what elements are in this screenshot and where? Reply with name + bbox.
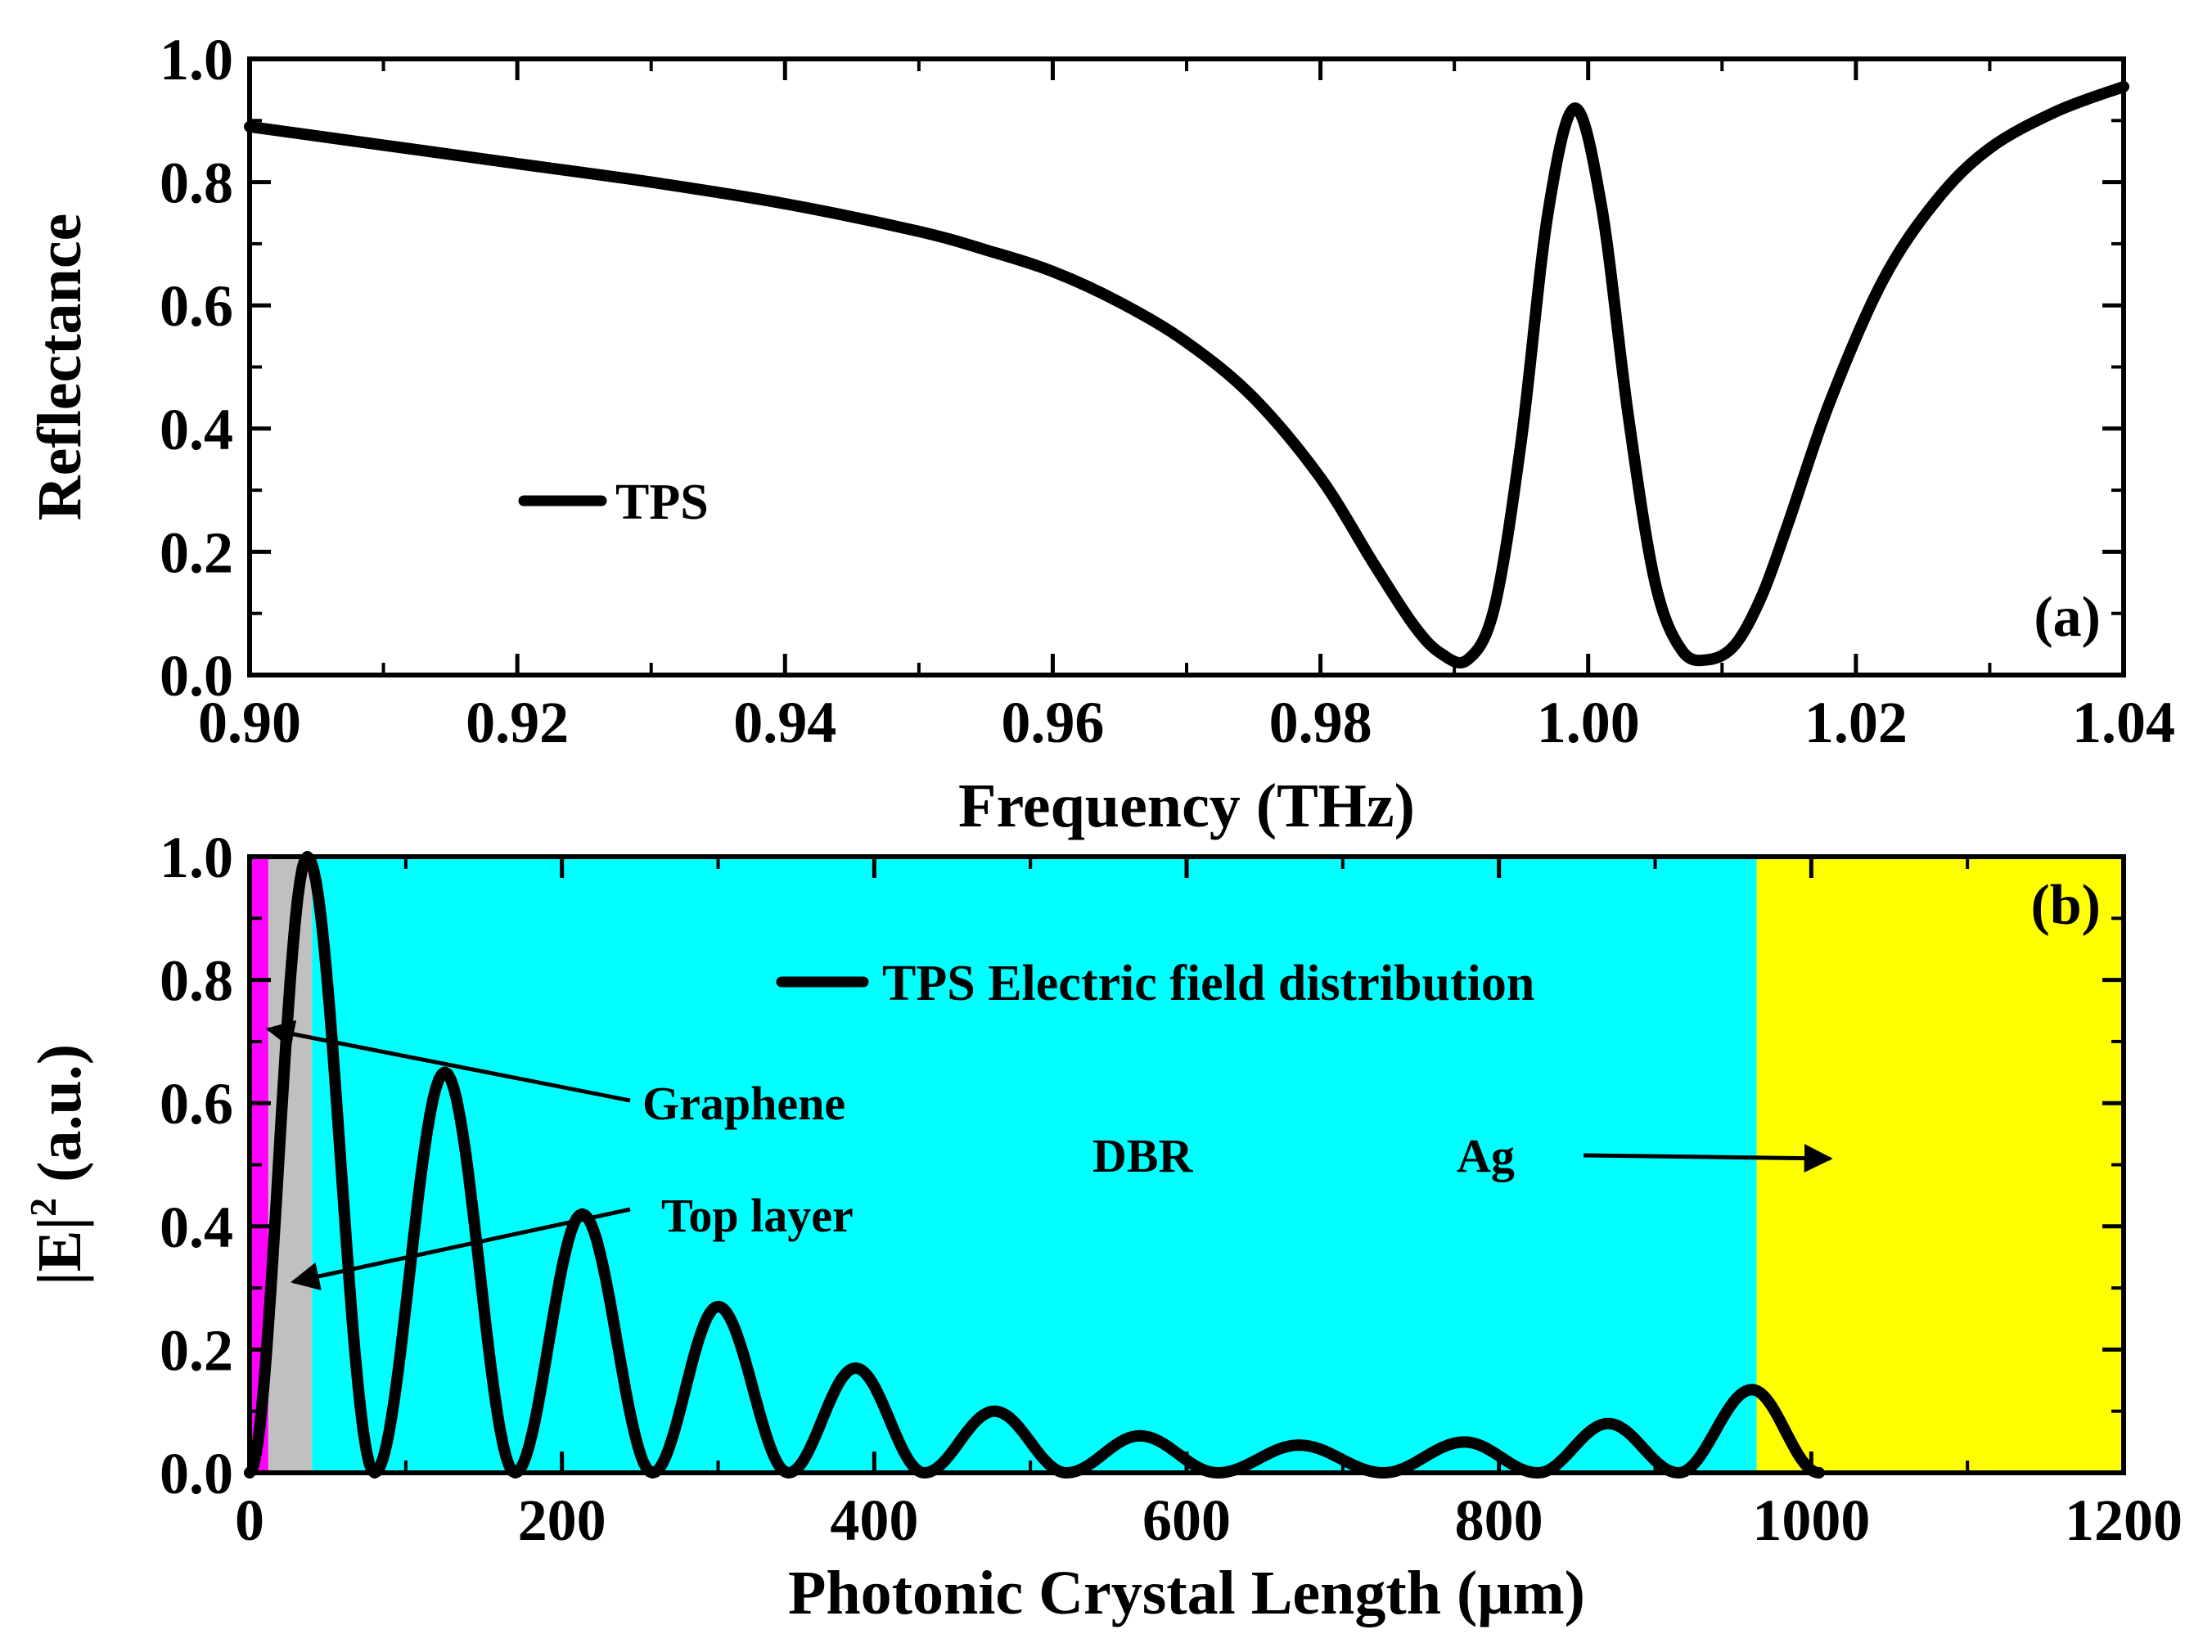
field-distribution-chart: 0 200 400 600 800 1000 1200 0.0 0.2 0.4 0.6 0.8 1.0… (22, 825, 2183, 1627)
x-tick-label: 1.04 (2072, 690, 2175, 755)
a-x-tick-labels: 0.90 0.92 0.94 0.96 0.98 1.00 1.02 1.04 (198, 690, 2175, 755)
b-x-tick-labels: 0 200 400 600 800 1000 1200 (235, 1488, 2183, 1553)
b-panel-label: (b) (2030, 874, 2101, 937)
y-tick-label: 0.0 (160, 643, 233, 709)
y-tick-label: 1.0 (160, 825, 233, 890)
a-plot-frame (247, 56, 2126, 677)
b-legend: TPS Electric field distribution (776, 956, 1534, 1011)
b-legend-label: TPS Electric field distribution (882, 956, 1534, 1011)
graphene-arrow (265, 1020, 631, 1103)
a-series-layer (244, 80, 2129, 668)
reflectance-chart: 0.90 0.92 0.94 0.96 0.98 1.00 1.02 1.04 0.00.20… (25, 27, 2175, 840)
b-y-axis-label-main: |E| (25, 1217, 94, 1285)
a-legend: TPS (518, 475, 709, 530)
x-tick-label: 0 (235, 1488, 264, 1553)
a-legend-label: TPS (615, 475, 709, 530)
y-tick-label: 0.0 (160, 1441, 233, 1506)
b-annotations: Graphene Top layer DBR Ag (265, 1020, 1833, 1291)
b-y-axis-label: |E|2 (a.u.) (22, 1044, 94, 1285)
y-tick-label: 0.4 (160, 397, 233, 462)
x-tick-label: 200 (518, 1488, 606, 1553)
y-tick-label: 0.4 (160, 1195, 233, 1260)
b-y-tick-labels: 0.0 0.2 0.4 0.6 0.8 1.0 (160, 825, 233, 1506)
x-tick-label: 0.92 (466, 690, 569, 755)
a-y-axis-label: Reflectance (25, 214, 94, 521)
x-tick-label: 0.90 (198, 690, 301, 755)
x-tick-label: 600 (1142, 1488, 1231, 1553)
x-tick-label: 0.94 (733, 690, 836, 755)
region-dbr (312, 857, 1757, 1473)
tps-reflectance-line (244, 80, 2129, 668)
x-tick-label: 800 (1455, 1488, 1543, 1553)
y-tick-label: 0.8 (160, 948, 233, 1014)
y-tick-label: 0.6 (160, 1071, 233, 1137)
b-y-axis-label-sup: 2 (22, 1198, 64, 1217)
region-ag (1756, 857, 2124, 1473)
y-tick-label: 1.0 (160, 27, 233, 92)
top-layer-arrow (291, 1207, 631, 1291)
top-layer-annotation: Top layer (661, 1189, 854, 1242)
a-panel-label: (a) (2034, 586, 2101, 649)
x-tick-label: 400 (830, 1488, 918, 1553)
b-plot-frame (247, 854, 2126, 1475)
y-tick-label: 0.6 (160, 273, 233, 339)
ag-annotation: Ag (1457, 1129, 1515, 1182)
x-tick-label: 1.00 (1537, 690, 1640, 755)
dbr-annotation: DBR (1092, 1129, 1194, 1182)
x-tick-label: 1.02 (1804, 690, 1908, 755)
b-x-axis-label: Photonic Crystal Length (μm) (788, 1559, 1585, 1627)
ag-arrow (1583, 1144, 1833, 1173)
graphene-annotation: Graphene (642, 1077, 845, 1130)
tps-field-line (244, 851, 1825, 1479)
x-tick-label: 0.96 (1001, 690, 1104, 755)
b-series-layer (244, 851, 1825, 1479)
y-tick-label: 0.2 (160, 520, 233, 585)
x-tick-label: 0.98 (1269, 690, 1372, 755)
x-tick-label: 1200 (2065, 1488, 2183, 1553)
x-tick-label: 1000 (1752, 1488, 1870, 1553)
y-tick-label: 0.2 (160, 1317, 233, 1383)
a-y-tick-labels: 0.0 0.2 0.4 0.6 0.8 1.0 (160, 27, 233, 709)
b-y-axis-label-tail: (a.u.) (25, 1044, 94, 1198)
y-tick-label: 0.8 (160, 151, 233, 216)
a-x-axis-label: Frequency (THz) (958, 772, 1415, 840)
